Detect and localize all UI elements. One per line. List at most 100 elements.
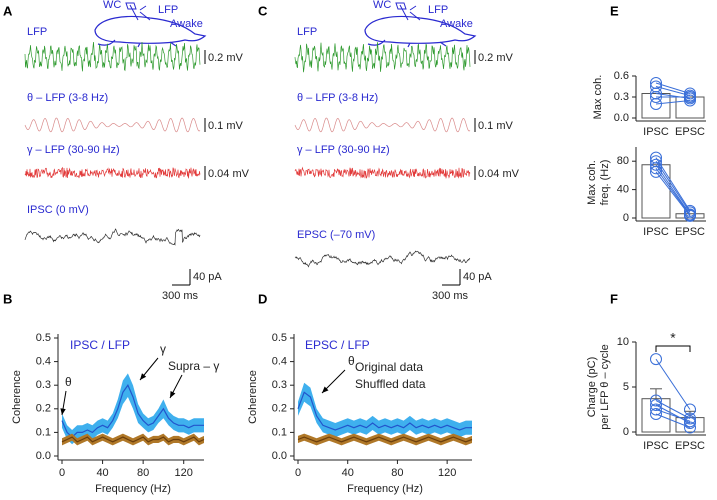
time-scale-label: 300 ms xyxy=(162,290,199,302)
x-tick-label: IPSC xyxy=(643,440,669,452)
trace xyxy=(294,250,471,268)
bar xyxy=(675,96,705,119)
y-axis-title: Max coh. xyxy=(586,160,598,205)
panel-letter: A xyxy=(3,3,13,18)
scale-label: 0.1 mV xyxy=(208,120,244,132)
bar xyxy=(641,93,671,119)
trace-label: θ – LFP (3-8 Hz) xyxy=(297,92,378,104)
y-tick-label: 0.0 xyxy=(36,450,51,462)
y-tick-label: 0.5 xyxy=(272,332,287,344)
x-tick-label: IPSC xyxy=(643,126,669,138)
annotation: θ xyxy=(348,354,355,368)
data-point xyxy=(684,415,696,428)
cartoon-label: LFP xyxy=(158,4,178,16)
pair-line xyxy=(655,168,691,216)
panel-letter: B xyxy=(3,291,12,306)
data-point xyxy=(650,353,662,366)
arrow-head xyxy=(60,408,66,415)
pair-line xyxy=(655,413,691,428)
electrode xyxy=(395,2,421,21)
mouse-cartoon: WC LFP Awake xyxy=(94,0,207,48)
cartoon-label: WC xyxy=(373,0,391,11)
series-line xyxy=(297,391,472,431)
scale-label: 0.2 mV xyxy=(208,52,244,64)
mouse-cartoon: WC LFP Awake xyxy=(364,0,477,48)
y-tick-label: 0 xyxy=(623,426,629,438)
trace-label: EPSC (–70 mV) xyxy=(297,229,375,241)
series-line xyxy=(297,436,473,443)
electrode xyxy=(125,2,151,21)
x-tick-label: 0 xyxy=(59,467,65,479)
y-tick-label: 0.5 xyxy=(36,332,51,344)
x-tick-label: 120 xyxy=(175,467,193,479)
series-line xyxy=(61,436,205,443)
data-point xyxy=(650,394,662,407)
y-axis-title: per LFP θ – cycle xyxy=(599,344,611,429)
trace xyxy=(294,166,471,179)
annotation: Supra – γ xyxy=(168,359,219,373)
data-point xyxy=(684,412,696,425)
annotation: IPSC / LFP xyxy=(70,338,130,352)
y-tick-label: 0.0 xyxy=(614,112,629,124)
annotation: EPSC / LFP xyxy=(305,338,370,352)
cartoon-label: LFP xyxy=(428,4,448,16)
y-tick-label: 40 xyxy=(617,184,629,196)
bar xyxy=(675,417,705,433)
y-tick-label: 0.1 xyxy=(36,426,51,438)
data-point xyxy=(684,209,696,222)
annotation: γ xyxy=(160,342,166,356)
x-tick-label: 120 xyxy=(438,467,456,479)
trace xyxy=(24,166,201,179)
annotation: θ xyxy=(65,375,72,389)
y-tick-label: 0.3 xyxy=(272,379,287,391)
data-point xyxy=(650,158,662,171)
trace xyxy=(24,41,201,72)
y-tick-label: 0.4 xyxy=(36,356,51,368)
cartoon-label: Awake xyxy=(170,18,203,30)
data-point xyxy=(650,91,662,103)
trace-label: LFP xyxy=(297,26,317,38)
data-point xyxy=(684,403,696,416)
arrow-head xyxy=(140,373,147,380)
data-point xyxy=(650,403,662,416)
scale-label: 40 pA xyxy=(193,271,222,283)
y-tick-label: 0.4 xyxy=(272,356,287,368)
y-tick-label: 0.2 xyxy=(36,403,51,415)
x-tick-label: 80 xyxy=(391,467,403,479)
x-tick-label: EPSC xyxy=(675,440,705,452)
panel-letter: F xyxy=(610,291,618,306)
x-axis-title: Frequency (Hz) xyxy=(347,483,423,495)
y-tick-label: 0.2 xyxy=(272,403,287,415)
error-band xyxy=(298,382,472,438)
data-point xyxy=(650,98,662,110)
error-band xyxy=(62,373,204,445)
trace xyxy=(294,117,471,133)
panel-letter: E xyxy=(610,3,619,18)
x-tick-label: EPSC xyxy=(675,226,705,238)
mouse-body xyxy=(364,15,477,48)
significance-label: * xyxy=(670,330,676,346)
panel-letter: C xyxy=(258,3,268,18)
y-axis-title: Coherence xyxy=(247,370,259,424)
arrow-head xyxy=(322,386,329,393)
data-point xyxy=(650,399,662,411)
scale-label: 40 pA xyxy=(463,271,492,283)
trace-label: IPSC (0 mV) xyxy=(27,204,89,216)
trace-label: γ – LFP (30-90 Hz) xyxy=(27,144,120,156)
x-tick-label: 40 xyxy=(342,467,354,479)
y-tick-label: 80 xyxy=(617,155,629,167)
x-tick-label: 0 xyxy=(295,467,301,479)
cartoon-label: WC xyxy=(103,0,121,11)
mouse-body xyxy=(94,15,207,48)
legend-label: Shuffled data xyxy=(355,377,426,391)
y-tick-label: 0.6 xyxy=(614,70,629,82)
significance-bracket xyxy=(655,345,691,352)
y-tick-label: 0.1 xyxy=(272,426,287,438)
x-tick-label: EPSC xyxy=(675,126,705,138)
data-point xyxy=(684,91,696,103)
y-tick-label: 10 xyxy=(617,336,629,348)
data-point xyxy=(684,94,696,107)
trace-label: θ – LFP (3-8 Hz) xyxy=(27,92,108,104)
arrow-head xyxy=(170,391,176,398)
